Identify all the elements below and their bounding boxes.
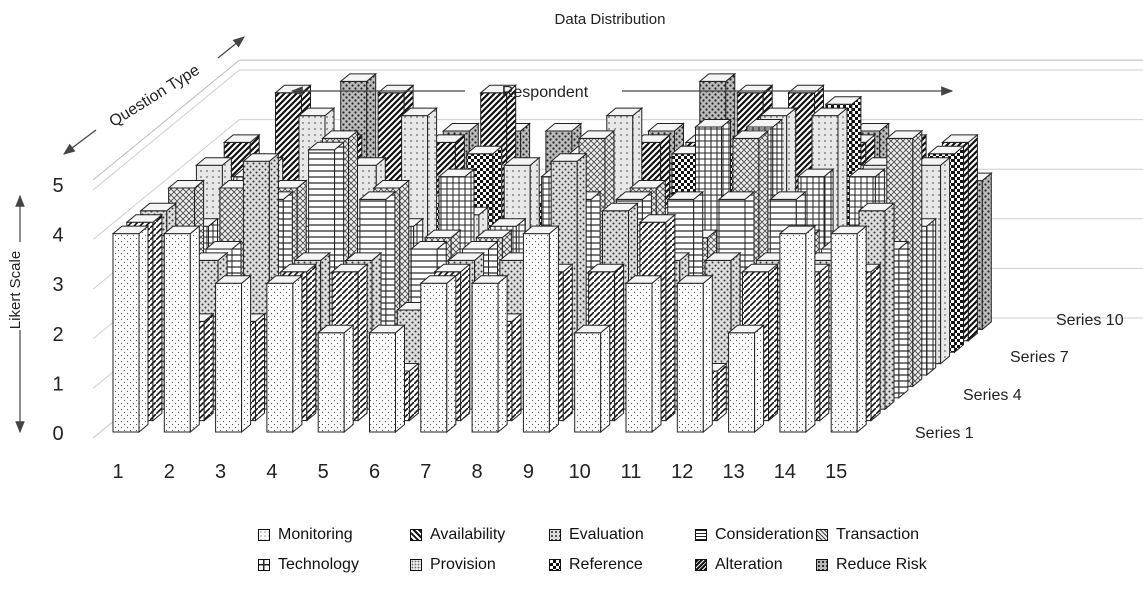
legend-item-technology: Technology [258, 556, 410, 574]
legend-label: Provision [430, 556, 496, 574]
x-tick-label: 1 [112, 461, 123, 483]
bar [164, 226, 199, 432]
bars-group [113, 74, 991, 432]
depth-tick-label: Series 4 [963, 387, 1022, 404]
legend-swatch [258, 529, 270, 541]
y-tick-label: 5 [52, 175, 63, 197]
legend-label: Reduce Risk [836, 556, 927, 574]
x-tick-label: 13 [722, 461, 744, 483]
x-tick-label: 7 [420, 461, 431, 483]
bar [523, 226, 558, 432]
depth-tick-label: Series 10 [1056, 312, 1124, 329]
legend-item-consideration: Consideration [695, 526, 816, 544]
bar [831, 226, 866, 432]
legend-item-evaluation: Evaluation [549, 526, 695, 544]
x-tick-label: 2 [164, 461, 175, 483]
x-tick-label: 10 [569, 461, 591, 483]
legend-label: Technology [278, 556, 359, 574]
legend-swatch [695, 529, 707, 541]
legend-label: Transaction [836, 526, 919, 544]
x-tick-label: 8 [472, 461, 483, 483]
y-axis-label: Likert Scale [7, 251, 24, 329]
x-tick-label: 3 [215, 461, 226, 483]
legend: Monitoring Availability Evaluation Consider… [258, 520, 1018, 580]
z-axis-label: Question Type [106, 62, 202, 131]
legend-label: Monitoring [278, 526, 353, 544]
legend-item-reference: Reference [549, 556, 695, 574]
x-tick-label: 12 [671, 461, 693, 483]
legend-item-alteration: Alteration [695, 556, 816, 574]
legend-swatch [258, 559, 270, 571]
depth-tick-label: Series 7 [1010, 349, 1069, 366]
bar [677, 276, 712, 432]
legend-row: Monitoring Availability Evaluation Consider… [258, 520, 1018, 550]
legend-label: Alteration [715, 556, 783, 574]
legend-swatch [410, 529, 422, 541]
y-tick-label: 0 [52, 423, 63, 445]
bar [113, 226, 148, 432]
x-tick-label: 9 [523, 461, 534, 483]
legend-item-transaction: Transaction [816, 526, 936, 544]
legend-swatch [816, 529, 828, 541]
y-tick-label: 3 [52, 274, 63, 296]
x-axis-label: Respondent [502, 84, 589, 101]
legend-swatch [549, 529, 561, 541]
y-tick-label: 1 [52, 373, 63, 395]
legend-label: Reference [569, 556, 643, 574]
x-tick-label: 11 [621, 461, 642, 483]
legend-swatch [816, 559, 828, 571]
question-type-arrow-up [218, 37, 244, 58]
legend-item-availability: Availability [410, 526, 549, 544]
bar [729, 325, 764, 432]
x-tick-labels: 1 2 3 4 5 6 7 8 9 10 11 12 13 14 15 [112, 461, 847, 483]
bar [472, 276, 507, 432]
x-tick-label: 6 [369, 461, 380, 483]
legend-swatch [695, 559, 707, 571]
legend-label: Consideration [715, 526, 814, 544]
legend-label: Availability [430, 526, 505, 544]
legend-label: Evaluation [569, 526, 644, 544]
legend-item-provision: Provision [410, 556, 549, 574]
x-tick-label: 5 [318, 461, 329, 483]
legend-item-reduce-risk: Reduce Risk [816, 556, 936, 574]
bar [780, 226, 815, 432]
legend-swatch [410, 559, 422, 571]
y-tick-label: 4 [52, 225, 63, 247]
question-type-arrow-down [64, 130, 96, 154]
x-tick-label: 14 [774, 461, 796, 483]
y-tick-labels: 0 1 2 3 4 5 [52, 175, 63, 445]
bar [421, 276, 456, 432]
bar [267, 276, 302, 432]
legend-swatch [549, 559, 561, 571]
depth-tick-label: Series 1 [915, 425, 974, 442]
y-tick-label: 2 [52, 324, 63, 346]
bar [370, 325, 405, 432]
x-tick-label: 4 [266, 461, 277, 483]
chart-title: Data Distribution [555, 11, 666, 28]
legend-row: Technology Provision Reference Alteration Re… [258, 550, 1018, 580]
legend-item-monitoring: Monitoring [258, 526, 410, 544]
bar [318, 325, 353, 432]
bar [216, 276, 251, 432]
bar [626, 276, 661, 432]
bar [575, 325, 610, 432]
x-tick-label: 15 [825, 461, 847, 483]
